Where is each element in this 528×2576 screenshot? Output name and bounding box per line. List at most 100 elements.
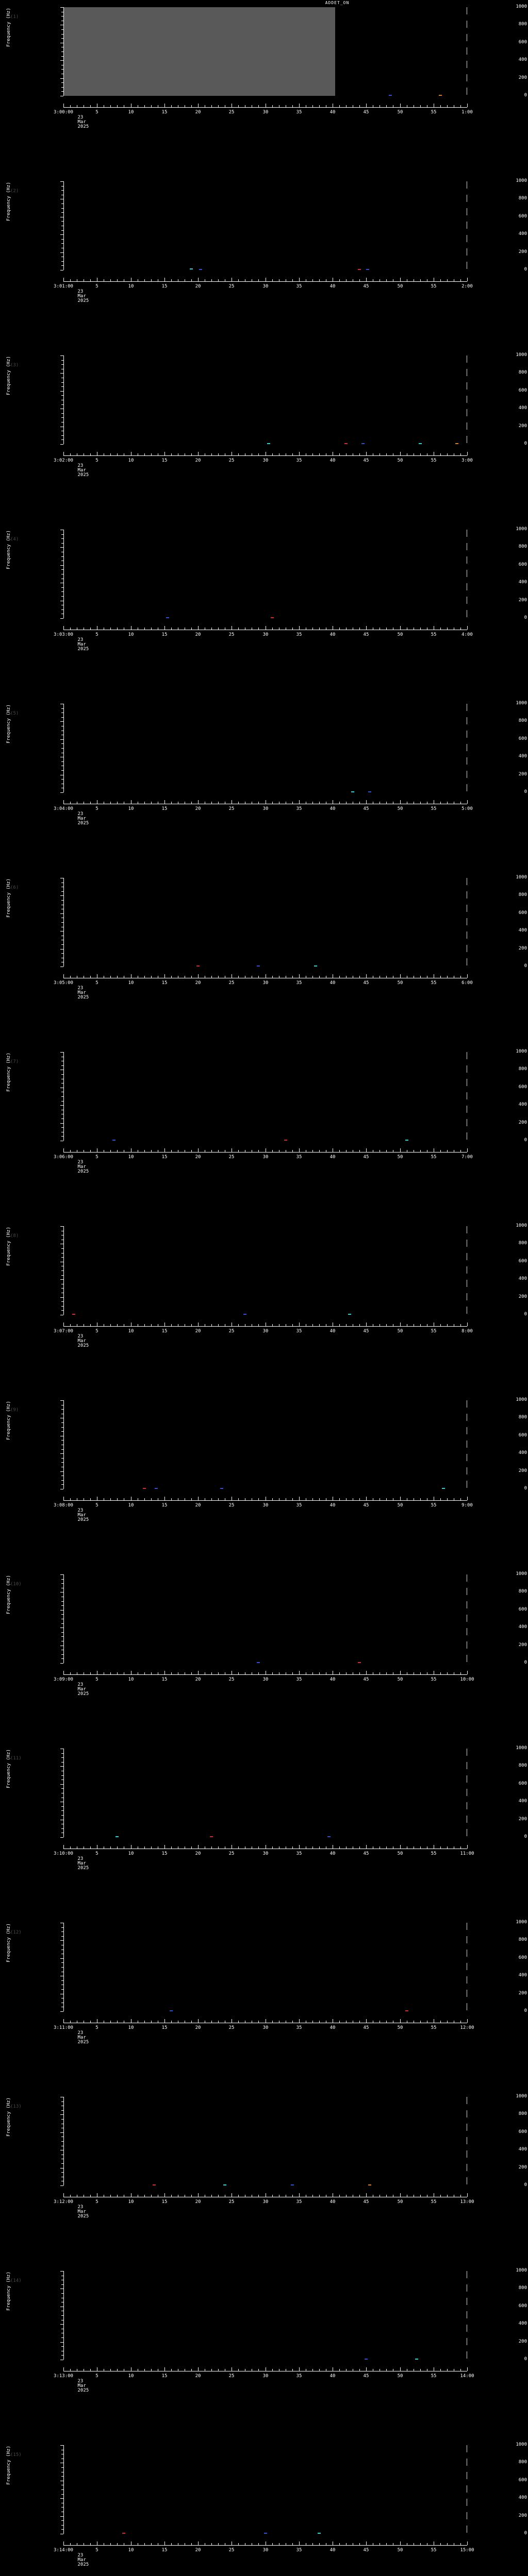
plot-area[interactable] (63, 878, 467, 967)
plot-area[interactable] (63, 7, 467, 96)
detection-mark[interactable] (348, 1313, 351, 1315)
x-tick-minor (312, 1150, 313, 1152)
x-tick-minor (312, 976, 313, 978)
y-tick-minor (61, 748, 63, 749)
detection-mark[interactable] (405, 1139, 408, 1141)
detection-mark[interactable] (270, 617, 274, 618)
detection-mark[interactable] (267, 443, 271, 444)
x-tick-minor (460, 1150, 461, 1152)
detection-mark[interactable] (155, 1487, 158, 1489)
detection-mark[interactable] (327, 1836, 331, 1837)
detection-mark[interactable] (166, 617, 170, 618)
detection-mark[interactable] (196, 965, 200, 967)
x-tick-label: 35 (296, 1329, 302, 1334)
detection-mark[interactable] (455, 443, 459, 444)
x-tick-minor (110, 2543, 111, 2545)
x-tick-major (198, 2541, 199, 2545)
x-tick-label: 5 (95, 1503, 98, 1508)
plot-area[interactable] (63, 2445, 467, 2534)
detection-mark[interactable] (210, 1836, 213, 1837)
detection-mark[interactable] (290, 2184, 294, 2185)
detection-mark[interactable] (418, 443, 422, 444)
plot-area[interactable] (63, 181, 467, 270)
detection-mark[interactable] (199, 268, 203, 270)
detection-mark[interactable] (358, 1662, 361, 1663)
x-tick-label: 45 (363, 2025, 369, 2030)
detection-mark[interactable] (223, 2184, 227, 2185)
plot-area[interactable] (63, 2097, 467, 2185)
plot-area[interactable] (63, 1052, 467, 1141)
plot-area[interactable] (63, 704, 467, 792)
y-tick-minor (61, 1480, 63, 1481)
plot-area[interactable] (63, 1574, 467, 1663)
detection-mark[interactable] (351, 791, 355, 792)
detection-mark[interactable] (389, 94, 392, 96)
y-tick (60, 1123, 63, 1124)
detection-mark[interactable] (220, 1487, 223, 1489)
plot-area[interactable] (63, 1749, 467, 1837)
spectrogram-panel: 0 200 400 600 800 1000 Frequency (Hz) (7) 3:06:0… (0, 1049, 528, 1226)
plot-area[interactable] (63, 1226, 467, 1315)
x-tick-minor (359, 105, 360, 107)
detection-mark[interactable] (344, 443, 348, 444)
x-tick-minor (319, 2543, 320, 2545)
detection-mark[interactable] (405, 2010, 408, 2011)
detection-mark[interactable] (189, 268, 193, 270)
detection-mark[interactable] (122, 2532, 126, 2534)
x-tick-major (400, 1323, 401, 1326)
detection-mark[interactable] (142, 1487, 146, 1489)
plot-area[interactable] (63, 355, 467, 444)
detection-mark[interactable] (243, 1313, 247, 1315)
x-tick-label: 5 (95, 1851, 98, 1856)
plot-area[interactable] (63, 1923, 467, 2011)
x-tick-minor (117, 1324, 118, 1326)
plot-area[interactable] (63, 530, 467, 618)
detection-mark[interactable] (365, 2358, 368, 2360)
x-tick-minor (218, 976, 219, 978)
x-tick-label: 3:01:00 (54, 284, 73, 289)
x-tick-label: 30 (262, 1155, 269, 1160)
y-tick-label: 600 (518, 1433, 527, 1438)
x-tick-minor (319, 1498, 320, 1500)
detection-mark[interactable] (317, 2532, 321, 2534)
detection-mark[interactable] (368, 791, 371, 792)
x-tick-minor (90, 453, 91, 455)
x-tick-major (299, 800, 300, 804)
detection-mark[interactable] (153, 2184, 156, 2185)
x-tick-label: 1:00 (461, 110, 473, 115)
x-tick-minor (319, 2369, 320, 2371)
detection-mark[interactable] (116, 1836, 119, 1837)
y-tick (60, 391, 63, 392)
detection-mark[interactable] (263, 2532, 267, 2534)
detection-mark[interactable] (72, 1313, 75, 1315)
y-tick-minor (61, 1449, 63, 1450)
detection-mark[interactable] (415, 2358, 419, 2360)
detection-mark[interactable] (438, 94, 442, 96)
y-tick-minor (61, 190, 63, 191)
detection-mark[interactable] (358, 268, 361, 270)
x-tick-major (164, 974, 165, 978)
detection-mark[interactable] (366, 268, 369, 270)
detection-mark[interactable] (368, 2184, 371, 2185)
detection-mark[interactable] (314, 965, 318, 967)
y-tick-minor (61, 239, 63, 240)
detection-mark[interactable] (284, 1139, 287, 1141)
x-tick-minor (319, 1324, 320, 1326)
plot-area[interactable] (63, 2271, 467, 2360)
x-tick-minor (440, 105, 441, 107)
x-tick-minor (460, 976, 461, 978)
x-tick-label: 35 (296, 806, 302, 811)
detection-mark[interactable] (257, 1662, 260, 1663)
detection-mark[interactable] (442, 1487, 446, 1489)
x-tick-label: 3:03:00 (54, 632, 73, 637)
detection-mark[interactable] (361, 443, 365, 444)
detection-mark[interactable] (257, 965, 260, 967)
y-tick-minor (61, 2110, 63, 2111)
detection-mark[interactable] (169, 2010, 173, 2011)
detection-mark[interactable] (112, 1139, 116, 1141)
x-tick-minor (339, 2369, 340, 2371)
x-tick-major (164, 1323, 165, 1326)
x-tick-minor (191, 1324, 192, 1326)
x-tick-minor (117, 2021, 118, 2023)
plot-area[interactable] (63, 1400, 467, 1489)
